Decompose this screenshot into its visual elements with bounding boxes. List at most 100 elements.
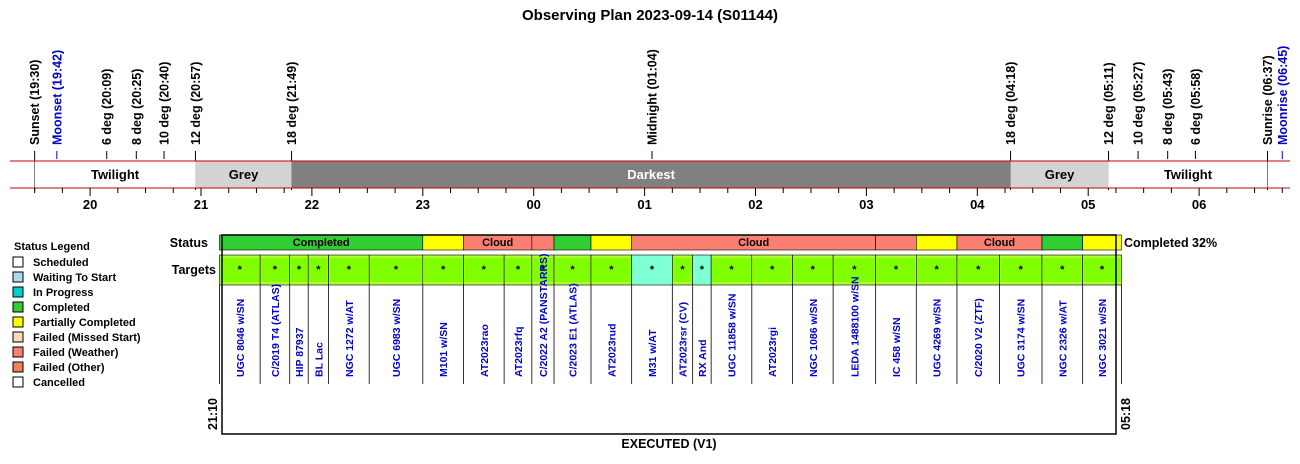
target-name: UGC 3174 w/SN xyxy=(1016,299,1028,377)
band-label: Darkest xyxy=(627,167,675,182)
legend-swatch xyxy=(12,361,24,373)
twilight-bands: Twilight Grey Darkest Grey Twilight xyxy=(10,160,1290,189)
target-marker: * xyxy=(297,264,302,276)
exec-end-label: 05:18 xyxy=(1119,398,1133,430)
target-name: RX And xyxy=(697,339,709,377)
status-legend: Status Legend Scheduled Waiting To Start In… xyxy=(12,241,141,389)
target-name: C/2022 A2 (PANSTARRS) xyxy=(538,254,550,378)
event-label: Midnight (01:04) xyxy=(645,49,659,145)
band-label: Twilight xyxy=(1164,167,1213,182)
targets-row-label: Targets xyxy=(172,263,216,277)
target-cell-fill xyxy=(555,258,590,282)
legend-swatch xyxy=(12,346,24,358)
hour-label: 20 xyxy=(83,197,97,212)
target-cell-fill xyxy=(220,258,260,282)
status-segment-label: Cloud xyxy=(984,237,1015,249)
target-marker: * xyxy=(238,264,243,276)
target-name: C/2023 E1 (ATLAS) xyxy=(568,283,580,377)
event-label: 8 deg (20:25) xyxy=(130,69,144,145)
target-marker: * xyxy=(1019,264,1024,276)
event-label: 6 deg (20:09) xyxy=(100,69,114,145)
target-name: LEDA 1488100 w/SN xyxy=(849,276,861,377)
band-label: Grey xyxy=(229,167,259,182)
target-cell-fill xyxy=(876,258,916,282)
legend-swatch xyxy=(12,271,24,283)
event-label: 8 deg (05:43) xyxy=(1161,69,1175,145)
target-cell-fill xyxy=(261,258,289,282)
target-marker: * xyxy=(729,264,734,276)
target-cell-fill xyxy=(673,258,692,282)
hour-axis: 20 21 22 23 00 01 02 03 04 05 06 xyxy=(34,188,1283,212)
event-label: 18 deg (04:18) xyxy=(1004,62,1018,145)
hour-label: 00 xyxy=(526,197,540,212)
target-marker: * xyxy=(1060,264,1065,276)
status-segment-label: Cloud xyxy=(738,237,769,249)
target-name: AT2023rao xyxy=(479,324,491,377)
target-marker: * xyxy=(811,264,816,276)
hour-label: 22 xyxy=(305,197,319,212)
target-name: M31 w/AT xyxy=(647,329,659,377)
target-name: UGC 8046 w/SN xyxy=(235,299,247,377)
target-name: NGC 2326 w/AT xyxy=(1057,300,1069,377)
targets-row: * UGC 8046 w/SN * C/2019 T4 (ATLAS) * HIP 879… xyxy=(219,254,1122,384)
target-name: C/2019 T4 (ATLAS) xyxy=(270,284,282,377)
event-label: 6 deg (05:58) xyxy=(1189,69,1203,145)
status-segment xyxy=(590,234,632,251)
target-name: AT2023rsr (CV) xyxy=(677,302,689,377)
target-cell-fill xyxy=(591,258,631,282)
target-name: NGC 1272 w/AT xyxy=(344,300,356,377)
target-cell-fill xyxy=(793,258,833,282)
event-label: 18 deg (21:49) xyxy=(285,62,299,145)
exec-start-label: 21:10 xyxy=(206,398,220,430)
target-name: AT2023rfq xyxy=(513,326,525,377)
status-segment xyxy=(553,234,592,251)
legend-swatch xyxy=(12,256,24,268)
legend-label: Failed (Other) xyxy=(33,362,105,374)
target-cell-fill xyxy=(957,258,999,282)
target-name: AT2023rgi xyxy=(767,327,779,377)
event-label: Sunrise (06:37) xyxy=(1261,55,1275,145)
target-marker: * xyxy=(347,264,352,276)
hour-label: 06 xyxy=(1192,197,1206,212)
status-segment xyxy=(875,234,917,251)
legend-label: Partially Completed xyxy=(33,317,136,329)
band-grey xyxy=(195,161,292,188)
target-marker: * xyxy=(700,264,705,276)
legend-swatch xyxy=(12,301,24,313)
status-row: Completed Cloud Cloud Cloud xyxy=(219,234,1122,251)
target-cell-fill xyxy=(370,258,422,282)
hour-label: 05 xyxy=(1081,197,1095,212)
target-name: UGC 6983 w/SN xyxy=(391,299,403,377)
target-marker: * xyxy=(609,264,614,276)
hour-label: 23 xyxy=(416,197,430,212)
status-segment xyxy=(916,234,958,251)
target-marker: * xyxy=(541,264,546,276)
target-cell-fill xyxy=(464,258,504,282)
execution-frame xyxy=(221,234,1117,435)
legend-swatch xyxy=(12,316,24,328)
target-marker: * xyxy=(570,264,575,276)
hour-label: 04 xyxy=(970,197,985,212)
event-label: Moonrise (06:45) xyxy=(1276,46,1290,145)
target-marker: * xyxy=(650,264,655,276)
status-segment xyxy=(1041,234,1083,251)
status-segment-label: Cloud xyxy=(482,237,513,249)
target-marker: * xyxy=(394,264,399,276)
legend-label: Waiting To Start xyxy=(33,272,116,284)
target-name: AT2023rud xyxy=(606,324,618,378)
hour-label: 03 xyxy=(859,197,873,212)
band-label: Twilight xyxy=(91,167,140,182)
target-name: UGC 11858 w/SN xyxy=(726,294,738,377)
legend-label: Failed (Weather) xyxy=(33,347,119,359)
band-twilight xyxy=(1108,161,1268,188)
status-segment xyxy=(422,234,464,251)
executed-footer: EXECUTED (V1) xyxy=(621,437,716,451)
legend-label: In Progress xyxy=(33,287,94,299)
target-name: UGC 4269 w/SN xyxy=(932,299,944,377)
event-label: 12 deg (05:11) xyxy=(1102,62,1116,145)
status-row-label: Status xyxy=(170,236,208,250)
target-cell-fill xyxy=(423,258,463,282)
target-name: HIP 87937 xyxy=(294,327,306,377)
event-label: Moonset (19:42) xyxy=(50,50,64,145)
